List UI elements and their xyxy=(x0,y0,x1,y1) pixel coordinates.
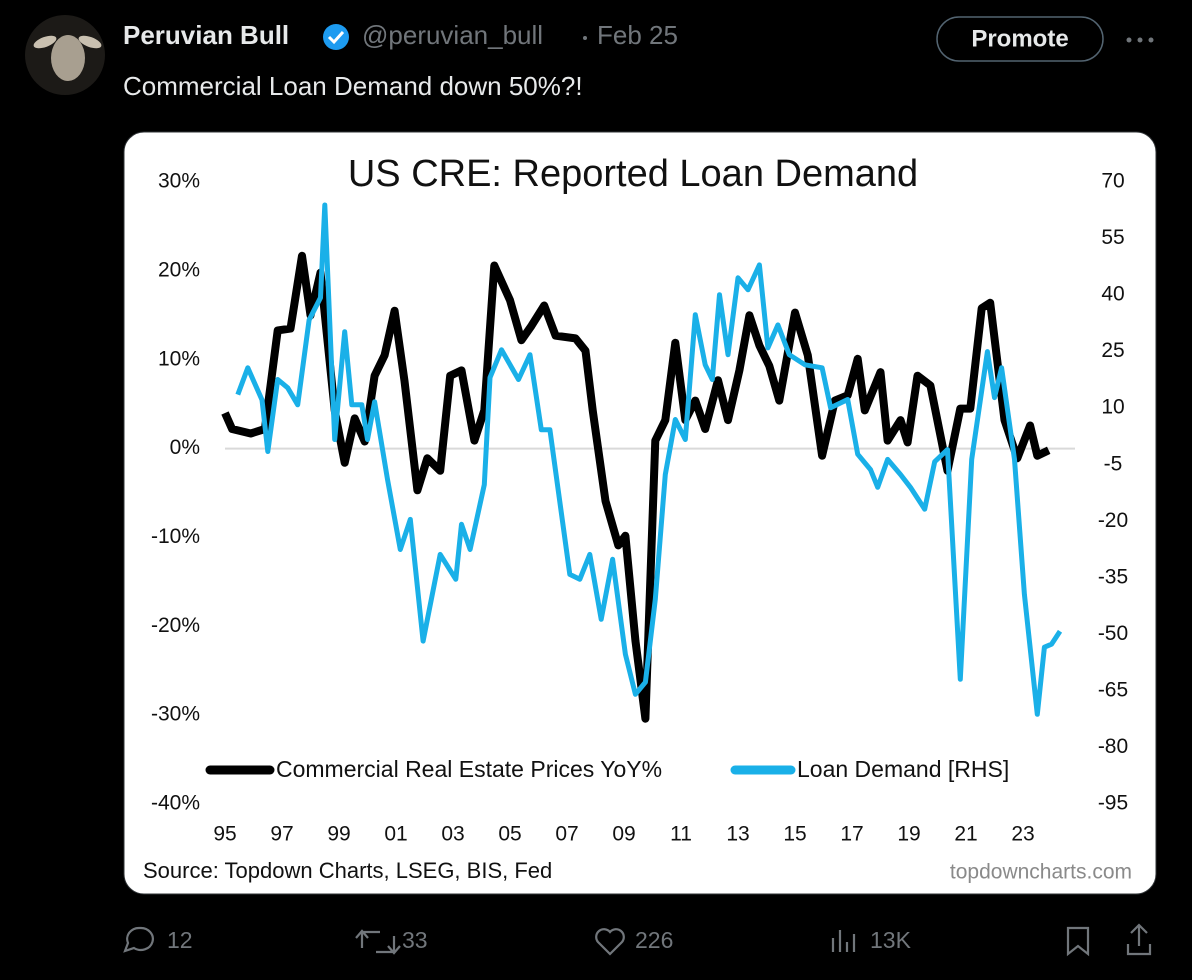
repost-count[interactable]: 33 xyxy=(402,927,428,953)
avatar[interactable] xyxy=(25,15,105,95)
y2-tick-label: -95 xyxy=(1098,792,1128,815)
plot: 30% 20% 10% 0% -10% -20% -30% -40% 70 55 40 25 10 -5 -… xyxy=(151,170,1128,846)
x-tick-label: 05 xyxy=(498,823,521,846)
chart-title: US CRE: Reported Loan Demand xyxy=(348,153,918,195)
x-tick-label: 01 xyxy=(384,823,407,846)
y-tick-label: -10% xyxy=(151,525,200,548)
views-icon[interactable] xyxy=(831,930,856,952)
y-tick-label: 10% xyxy=(158,347,200,370)
x-tick-label: 15 xyxy=(783,823,806,846)
series-line xyxy=(235,202,1063,717)
x-tick-label: 09 xyxy=(612,823,635,846)
y2-tick-label: 40 xyxy=(1101,283,1124,306)
y2-tick-label: -50 xyxy=(1098,622,1128,645)
repost-icon[interactable] xyxy=(355,929,401,955)
avatar-head xyxy=(51,35,85,81)
views-count[interactable]: 13K xyxy=(870,927,912,953)
y2-tick-label: 70 xyxy=(1101,170,1124,193)
menu-dot xyxy=(1126,37,1132,43)
avatar-horn xyxy=(78,35,102,49)
badge-check xyxy=(327,30,345,45)
y-tick-label: 20% xyxy=(158,258,200,281)
share-icon[interactable] xyxy=(1126,923,1152,956)
user-handle[interactable]: @peruvian_bull xyxy=(362,20,543,50)
x-tick-label: 13 xyxy=(726,823,749,846)
y2-tick-label: -35 xyxy=(1098,565,1128,588)
x-tick-label: 03 xyxy=(441,823,464,846)
y-tick-label: -20% xyxy=(151,614,200,637)
user-name[interactable]: Peruvian Bull xyxy=(123,20,289,50)
y2-tick-label: 25 xyxy=(1101,339,1124,362)
chart-card[interactable] xyxy=(123,131,1157,895)
like-icon[interactable] xyxy=(595,928,625,956)
x-tick-label: 23 xyxy=(1011,823,1034,846)
x-tick-label: 95 xyxy=(213,823,236,846)
menu-dot xyxy=(1148,37,1154,43)
post-date[interactable]: Feb 25 xyxy=(597,20,678,50)
action-bar: 12 33 226 13K xyxy=(123,923,1152,957)
promote-label[interactable]: Promote xyxy=(971,25,1068,52)
y2-tick-label: 10 xyxy=(1101,396,1124,419)
y2-tick-label: -80 xyxy=(1098,735,1128,758)
separator-dot xyxy=(583,36,587,40)
verified-badge xyxy=(323,24,349,50)
more-menu[interactable] xyxy=(1126,37,1154,43)
x-tick-label: 17 xyxy=(840,823,863,846)
x-tick-label: 07 xyxy=(555,823,578,846)
reply-count[interactable]: 12 xyxy=(167,927,193,953)
menu-dot xyxy=(1137,37,1143,43)
y2-tick-label: 55 xyxy=(1101,226,1124,249)
promote-button[interactable] xyxy=(936,16,1104,62)
y2-tick-label: -20 xyxy=(1098,509,1128,532)
y2-tick-label: -65 xyxy=(1098,678,1128,701)
chart-source: Source: Topdown Charts, LSEG, BIS, Fed xyxy=(143,858,552,883)
badge-circle xyxy=(323,24,349,50)
y-tick-label: -30% xyxy=(151,703,200,726)
y-tick-label: 30% xyxy=(158,170,200,193)
x-tick-label: 11 xyxy=(670,823,692,846)
reply-icon[interactable] xyxy=(123,926,154,953)
like-count[interactable]: 226 xyxy=(635,927,673,953)
legend-label: Loan Demand [RHS] xyxy=(797,756,1009,782)
y2-tick-label: -5 xyxy=(1104,452,1123,475)
avatar-horn xyxy=(33,35,57,49)
x-tick-label: 99 xyxy=(327,823,350,846)
x-tick-label: 97 xyxy=(270,823,293,846)
chart-watermark: topdowncharts.com xyxy=(950,861,1132,884)
bookmark-icon[interactable] xyxy=(1066,926,1090,957)
x-tick-label: 19 xyxy=(897,823,920,846)
x-tick-label: 21 xyxy=(954,823,977,846)
y-tick-label: -40% xyxy=(151,792,200,815)
tweet-text: Commercial Loan Demand down 50%?! xyxy=(123,71,583,101)
y-tick-label: 0% xyxy=(170,436,200,459)
legend-label: Commercial Real Estate Prices YoY% xyxy=(276,756,662,782)
